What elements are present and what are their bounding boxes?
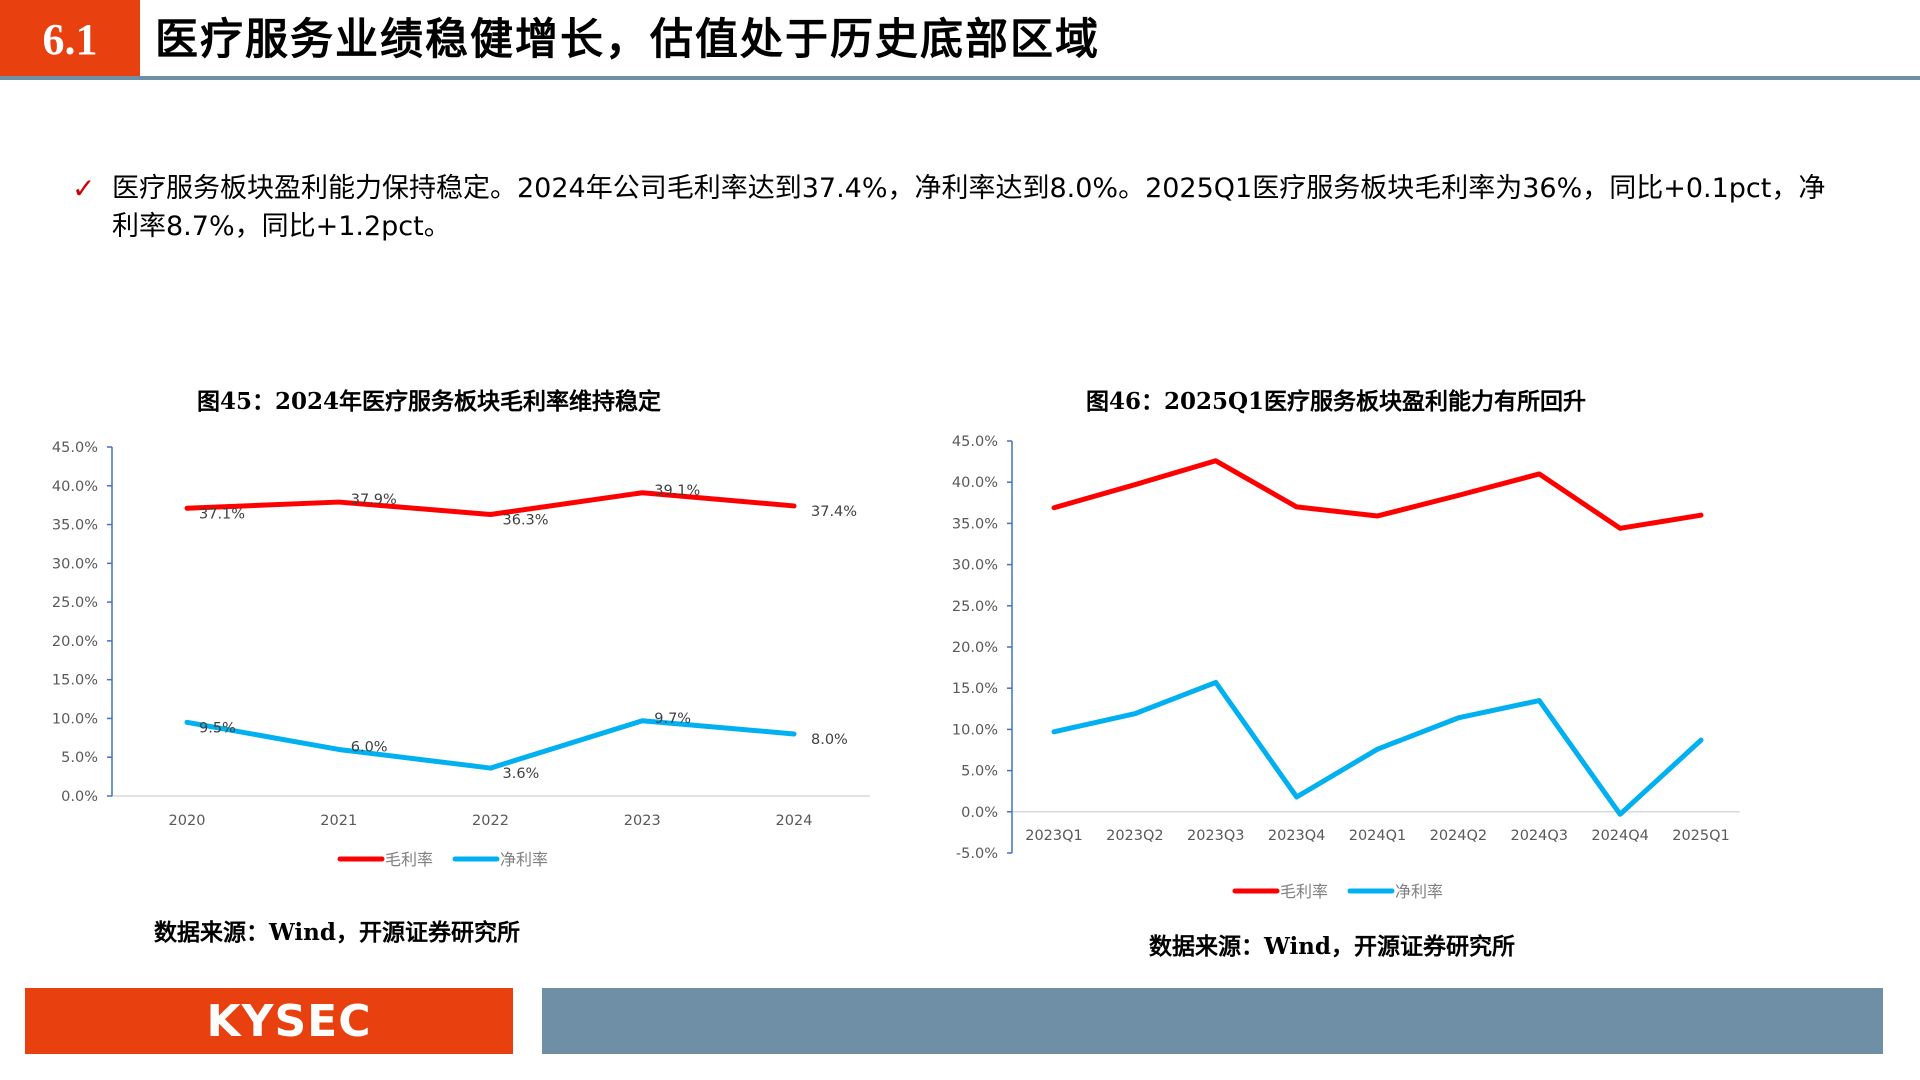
y-tick-label: 0.0%	[61, 789, 98, 805]
bullet-point: ✓ 医疗服务板块盈利能力保持稳定。2024年公司毛利率达到37.4%，净利率达到…	[72, 170, 1832, 246]
series-line-gross-margin	[184, 490, 797, 517]
footer-bar	[542, 988, 1883, 1054]
y-tick-label: 25.0%	[52, 595, 98, 611]
y-tick-label: 40.0%	[52, 479, 98, 495]
bullet-text: 医疗服务板块盈利能力保持稳定。2024年公司毛利率达到37.4%，净利率达到8.…	[112, 173, 1826, 242]
y-tick-label: 20.0%	[952, 640, 998, 656]
x-tick-label: 2025Q1	[1672, 828, 1730, 844]
y-tick-label: 25.0%	[952, 599, 998, 615]
x-tick-label: 2024Q3	[1510, 828, 1568, 844]
series-line-gross-margin	[1051, 458, 1704, 531]
chart-title-left: 图45：2024年医疗服务板块毛利率维持稳定	[196, 388, 662, 415]
header-divider	[0, 76, 1920, 80]
y-tick-label: 20.0%	[52, 634, 98, 650]
y-tick-label: 15.0%	[52, 673, 98, 689]
x-tick-label: 2023Q4	[1268, 828, 1326, 844]
data-label: 37.9%	[351, 492, 397, 508]
checkmark-icon: ✓	[72, 172, 96, 205]
series-line-net-margin	[184, 718, 797, 771]
x-tick-label: 2023Q2	[1106, 828, 1164, 844]
legend-label: 毛利率	[385, 850, 433, 869]
x-tick-label: 2023	[624, 813, 661, 829]
data-label: 39.1%	[654, 483, 700, 499]
chart-title-right: 图46：2025Q1医疗服务板块盈利能力有所回升	[1085, 388, 1587, 415]
data-label: 37.4%	[811, 504, 857, 520]
y-tick-label: 30.0%	[52, 556, 98, 572]
data-label: 6.0%	[351, 739, 388, 755]
x-tick-label: 2022	[472, 813, 509, 829]
series-line-net-margin	[1051, 679, 1704, 817]
x-tick-label: 2023Q3	[1187, 828, 1245, 844]
data-label: 9.7%	[654, 711, 691, 727]
y-tick-label: 10.0%	[952, 722, 998, 738]
y-tick-label: 40.0%	[952, 475, 998, 491]
x-tick-label: 2023Q1	[1025, 828, 1083, 844]
data-label: 9.5%	[199, 720, 236, 736]
legend-label: 净利率	[500, 850, 548, 869]
y-tick-label: -5.0%	[956, 846, 998, 862]
data-label: 3.6%	[503, 766, 540, 782]
x-tick-label: 2021	[320, 813, 357, 829]
y-tick-label: 15.0%	[952, 681, 998, 697]
x-tick-label: 2024Q4	[1591, 828, 1649, 844]
source-note-left: 数据来源：Wind，开源证券研究所	[154, 919, 520, 946]
legend-label: 毛利率	[1280, 882, 1328, 901]
y-tick-label: 0.0%	[961, 805, 998, 821]
page-title: 医疗服务业绩稳健增长，估值处于历史底部区域	[155, 15, 1100, 65]
legend-label: 净利率	[1395, 882, 1443, 901]
y-tick-label: 5.0%	[961, 764, 998, 780]
data-label: 37.1%	[199, 506, 245, 522]
x-tick-label: 2024Q1	[1349, 828, 1407, 844]
footer-logo: KYSEC	[25, 988, 513, 1054]
y-tick-label: 35.0%	[952, 516, 998, 532]
section-number-badge: 6.1	[0, 0, 140, 78]
y-tick-label: 35.0%	[52, 518, 98, 534]
y-tick-label: 10.0%	[52, 711, 98, 727]
x-tick-label: 2024Q2	[1430, 828, 1488, 844]
data-label: 36.3%	[503, 512, 549, 528]
source-note-right: 数据来源：Wind，开源证券研究所	[1149, 933, 1515, 960]
y-tick-label: 30.0%	[952, 558, 998, 574]
logo-text: KYSEC	[206, 995, 372, 1047]
y-tick-label: 5.0%	[61, 750, 98, 766]
data-label: 8.0%	[811, 732, 848, 748]
x-tick-label: 2024	[776, 813, 813, 829]
x-tick-label: 2020	[169, 813, 206, 829]
y-tick-label: 45.0%	[52, 440, 98, 456]
y-tick-label: 45.0%	[952, 434, 998, 450]
